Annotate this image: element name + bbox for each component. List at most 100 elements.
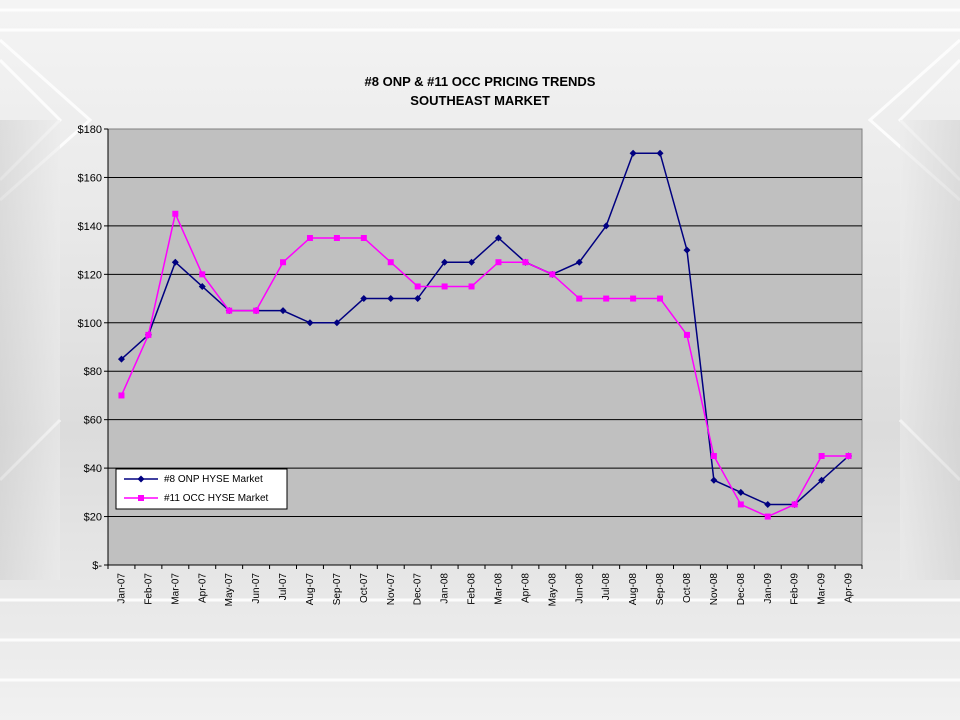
x-tick-label: Nov-07	[386, 573, 397, 606]
x-tick-label: Jan-09	[763, 573, 774, 604]
data-point	[306, 319, 314, 327]
data-point	[791, 501, 798, 508]
x-tick-label: Dec-08	[736, 573, 747, 606]
x-tick-label: Apr-08	[520, 573, 531, 603]
data-point	[414, 283, 421, 290]
data-point	[495, 259, 502, 266]
x-tick-label: May-07	[224, 573, 235, 607]
data-point	[629, 149, 637, 157]
x-tick-label: Mar-09	[817, 573, 828, 605]
y-tick-label: $160	[78, 172, 102, 184]
data-point	[117, 355, 125, 363]
data-point	[171, 258, 179, 266]
x-tick-label: Feb-07	[143, 573, 154, 605]
x-tick-label: Sep-07	[332, 573, 343, 606]
data-point	[737, 488, 745, 496]
y-axis-ticks: $- $20 $40 $60 $80 $100 $120 $140 $160 $180	[78, 124, 109, 572]
x-tick-label: Apr-07	[197, 573, 208, 603]
x-tick-label: Sep-08	[655, 573, 666, 606]
y-tick-label: $100	[78, 318, 102, 330]
x-tick-label: Jun-07	[251, 573, 262, 604]
legend-onp-label: #8 ONP HYSE Market	[164, 474, 263, 485]
x-tick-label: Aug-08	[628, 573, 639, 606]
data-point	[468, 258, 476, 266]
x-tick-label: Jun-08	[574, 573, 585, 604]
legend: #8 ONP HYSE Market #11 OCC HYSE Market	[115, 468, 288, 510]
data-point	[199, 271, 206, 278]
data-point	[360, 235, 367, 241]
data-point	[306, 235, 313, 241]
data-point	[441, 258, 449, 266]
data-point	[710, 476, 718, 484]
data-point	[279, 307, 287, 315]
x-tick-label: Jan-07	[116, 573, 127, 604]
data-point	[576, 295, 583, 302]
x-tick-label: Oct-07	[359, 573, 370, 603]
data-point	[333, 235, 340, 241]
legend-occ-swatch-marker	[138, 495, 144, 501]
x-tick-label: Apr-09	[844, 573, 855, 603]
series-lines	[117, 149, 853, 520]
data-point	[333, 319, 341, 327]
chart-title-line1: #8 ONP & #11 OCC PRICING TRENDS	[365, 74, 596, 89]
y-tick-label: $40	[84, 463, 102, 475]
x-tick-label: Jul-08	[601, 573, 612, 601]
x-tick-label: Jan-08	[440, 573, 451, 604]
data-point	[494, 234, 502, 242]
x-tick-label: Feb-09	[790, 573, 801, 605]
y-tick-label: $80	[84, 366, 102, 378]
data-point	[441, 283, 448, 290]
data-point	[387, 259, 394, 266]
data-point	[575, 258, 583, 266]
data-point	[710, 453, 717, 459]
y-tick-label: $140	[78, 221, 102, 233]
data-point	[280, 259, 287, 266]
data-point	[657, 295, 664, 302]
data-point	[764, 513, 771, 520]
series-line-1	[120, 211, 849, 518]
x-tick-label: Aug-07	[305, 573, 316, 606]
x-tick-label: Feb-08	[467, 573, 478, 605]
data-point	[468, 283, 475, 290]
data-point	[387, 295, 395, 303]
y-tick-label: $180	[78, 124, 102, 136]
legend-onp-swatch-marker	[137, 475, 145, 483]
x-tick-label: Oct-08	[682, 573, 693, 603]
data-point	[818, 476, 826, 484]
x-tick-label: May-08	[547, 573, 558, 607]
data-point	[656, 149, 664, 157]
y-tick-label: $-	[92, 560, 102, 572]
data-point	[683, 331, 690, 338]
data-point	[630, 295, 637, 302]
data-point	[602, 222, 610, 230]
chart-title-line2: SOUTHEAST MARKET	[410, 93, 549, 108]
y-tick-label: $20	[84, 512, 102, 524]
x-tick-label: Mar-08	[493, 573, 504, 605]
x-tick-label: Jul-07	[278, 573, 289, 601]
data-point	[683, 246, 691, 254]
data-point	[198, 282, 206, 290]
x-tick-label: Dec-07	[413, 573, 424, 606]
x-tick-label: Nov-08	[709, 573, 720, 606]
data-point	[118, 392, 125, 399]
data-point	[172, 210, 179, 217]
x-axis-ticks: Jan-07 Feb-07 Mar-07 Apr-07 May-07 Jun-07 Jul-…	[107, 564, 863, 607]
data-point	[414, 295, 422, 303]
legend-occ-label: #11 OCC HYSE Market	[164, 493, 269, 504]
data-point	[737, 501, 744, 508]
data-point	[145, 331, 152, 338]
data-point	[764, 500, 772, 508]
gridlines	[108, 176, 862, 518]
data-point	[522, 259, 529, 266]
legend-box	[115, 468, 288, 510]
data-point	[818, 453, 825, 459]
y-tick-label: $120	[78, 269, 102, 281]
data-point	[253, 307, 260, 314]
data-point	[603, 295, 610, 302]
data-point	[845, 453, 852, 459]
data-point	[549, 271, 556, 278]
x-tick-label: Mar-07	[170, 573, 181, 605]
data-point	[360, 295, 368, 303]
